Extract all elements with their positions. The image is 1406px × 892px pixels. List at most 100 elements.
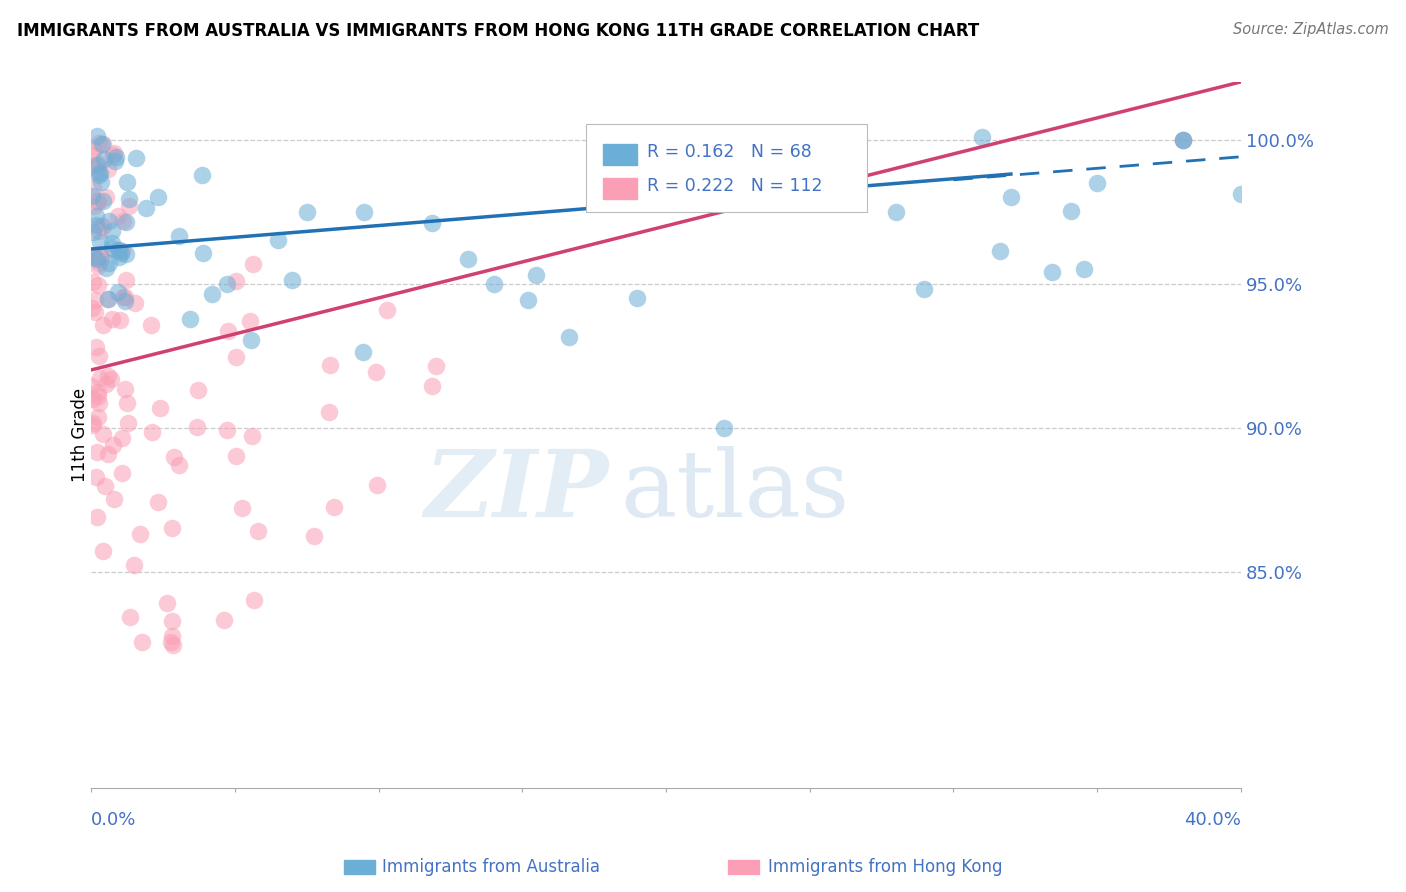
Point — [91, 543, 114, 558]
Point — [239, 314, 262, 328]
Point — [295, 204, 318, 219]
Point — [128, 527, 150, 541]
Point — [91, 219, 114, 233]
Point — [225, 450, 247, 464]
Point — [82, 179, 104, 194]
Point — [160, 521, 183, 535]
Point — [89, 247, 111, 261]
Point — [90, 248, 112, 262]
Point — [247, 524, 270, 538]
Point — [117, 417, 139, 431]
Point — [457, 252, 479, 266]
Point — [91, 427, 114, 442]
Point — [89, 168, 111, 182]
Point — [115, 175, 138, 189]
Point — [83, 250, 105, 264]
Point — [86, 509, 108, 524]
Point — [84, 469, 107, 483]
Text: atlas: atlas — [620, 446, 849, 536]
Point — [97, 369, 120, 384]
Point — [82, 276, 104, 290]
Point — [242, 257, 264, 271]
Point — [111, 467, 134, 481]
Point — [1173, 132, 1195, 146]
Point — [97, 292, 120, 306]
Point — [87, 260, 110, 274]
Point — [114, 293, 136, 308]
Point — [87, 395, 110, 409]
Text: 40.0%: 40.0% — [1184, 811, 1241, 829]
Point — [83, 250, 105, 264]
Point — [115, 247, 138, 261]
Text: Source: ZipAtlas.com: Source: ZipAtlas.com — [1233, 22, 1389, 37]
Point — [115, 395, 138, 409]
Point — [1000, 190, 1022, 204]
Point — [112, 214, 135, 228]
Point — [87, 409, 110, 424]
Point — [107, 285, 129, 299]
Text: IMMIGRANTS FROM AUSTRALIA VS IMMIGRANTS FROM HONG KONG 11TH GRADE CORRELATION CH: IMMIGRANTS FROM AUSTRALIA VS IMMIGRANTS … — [17, 22, 979, 40]
Point — [97, 214, 120, 228]
Point — [135, 201, 157, 215]
Point — [86, 128, 108, 143]
Point — [160, 614, 183, 628]
Point — [318, 405, 340, 419]
Point — [114, 382, 136, 396]
Point — [186, 419, 208, 434]
Point — [425, 359, 447, 373]
Point — [117, 192, 139, 206]
Point — [626, 291, 648, 305]
Point — [212, 613, 235, 627]
Point — [225, 274, 247, 288]
Point — [91, 137, 114, 152]
Point — [110, 246, 132, 260]
Point — [242, 592, 264, 607]
Point — [163, 450, 186, 464]
Point — [103, 147, 125, 161]
Point — [112, 290, 135, 304]
Point — [111, 244, 134, 258]
FancyBboxPatch shape — [603, 144, 637, 165]
Point — [94, 190, 117, 204]
Text: 0.0%: 0.0% — [91, 811, 136, 829]
Text: ZIP: ZIP — [425, 446, 609, 536]
Point — [91, 194, 114, 208]
Text: Immigrants from Hong Kong: Immigrants from Hong Kong — [768, 858, 1002, 876]
Point — [125, 151, 148, 165]
Point — [86, 252, 108, 266]
Point — [84, 210, 107, 224]
Point — [114, 215, 136, 229]
Point — [131, 635, 153, 649]
Point — [80, 188, 103, 202]
Point — [87, 164, 110, 178]
Point — [120, 610, 142, 624]
Point — [86, 157, 108, 171]
Point — [115, 273, 138, 287]
Point — [201, 287, 224, 301]
FancyBboxPatch shape — [603, 178, 637, 199]
Point — [86, 445, 108, 459]
Point — [146, 190, 169, 204]
Point — [96, 376, 118, 391]
Point — [105, 150, 128, 164]
Point — [139, 318, 162, 333]
Point — [82, 301, 104, 316]
Point — [215, 423, 238, 437]
Point — [179, 311, 201, 326]
Point — [191, 168, 214, 182]
Point — [84, 218, 107, 232]
Point — [89, 371, 111, 385]
Point — [280, 273, 302, 287]
Point — [90, 250, 112, 264]
Point — [1173, 132, 1195, 146]
Point — [82, 417, 104, 432]
Point — [89, 235, 111, 250]
Point — [988, 244, 1011, 258]
Point — [114, 290, 136, 304]
Point — [91, 136, 114, 151]
Point — [267, 233, 290, 247]
Point — [107, 244, 129, 258]
Point — [377, 302, 399, 317]
Point — [87, 194, 110, 209]
Y-axis label: 11th Grade: 11th Grade — [72, 388, 89, 482]
